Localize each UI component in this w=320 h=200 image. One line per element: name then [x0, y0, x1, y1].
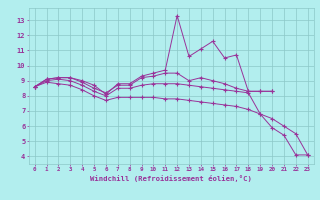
X-axis label: Windchill (Refroidissement éolien,°C): Windchill (Refroidissement éolien,°C) — [90, 175, 252, 182]
